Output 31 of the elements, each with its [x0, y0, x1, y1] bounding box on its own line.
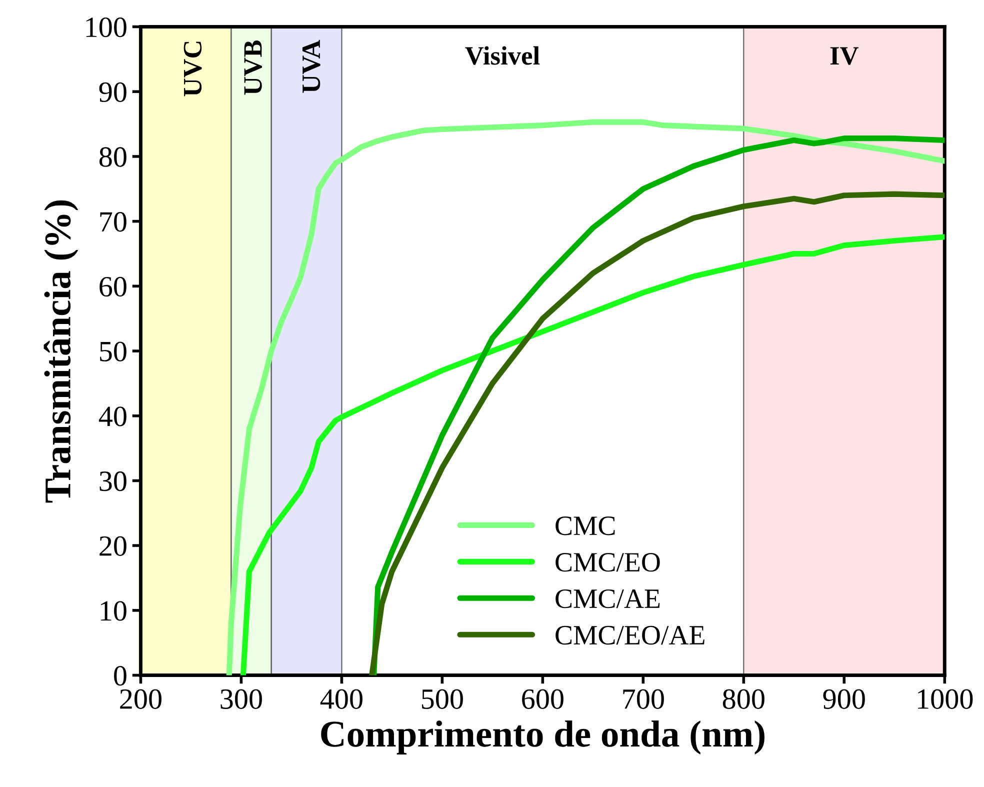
x-tick-label: 700: [623, 689, 664, 709]
x-tick-label: 500: [422, 689, 463, 709]
y-tick-label: 20: [100, 536, 126, 556]
y-tick-label: 90: [99, 82, 126, 102]
x-tick-label: 800: [722, 689, 764, 709]
y-tick-label: 40: [98, 406, 126, 426]
x-tick-label: 1000: [918, 689, 973, 709]
x-tick-label: 200: [120, 689, 162, 709]
legend-label: CMC: [556, 516, 615, 536]
y-tick-label: 80: [99, 147, 126, 167]
x-tick-label: 300: [220, 689, 262, 709]
y-tick-label: 30: [100, 471, 126, 492]
band-label: UVB: [244, 40, 262, 95]
annotation: Visivel: [465, 46, 540, 65]
y-tick-label: 70: [100, 212, 126, 232]
y-axis-title: Transmitância (%): [44, 200, 78, 503]
y-tick-label: 10: [100, 601, 126, 621]
x-tick-label: 400: [320, 689, 362, 709]
y-tick-label: 50: [100, 342, 126, 362]
legend-label: CMC/EO: [556, 552, 660, 572]
y-tick-label: 100: [86, 17, 126, 38]
band-label: IV: [830, 47, 859, 65]
x-axis-title: Comprimento de onda (nm): [321, 720, 764, 754]
x-tick-label: 900: [823, 689, 865, 709]
band-label: UVA: [302, 40, 320, 93]
y-tick-label: 0: [114, 666, 126, 686]
band-label: UVC: [184, 42, 202, 96]
x-tick-label: 600: [522, 689, 564, 709]
y-tick-label: 60: [100, 276, 126, 297]
legend-label: CMC/AE: [556, 589, 660, 608]
legend-label: CMC/EO/AE: [556, 626, 704, 645]
